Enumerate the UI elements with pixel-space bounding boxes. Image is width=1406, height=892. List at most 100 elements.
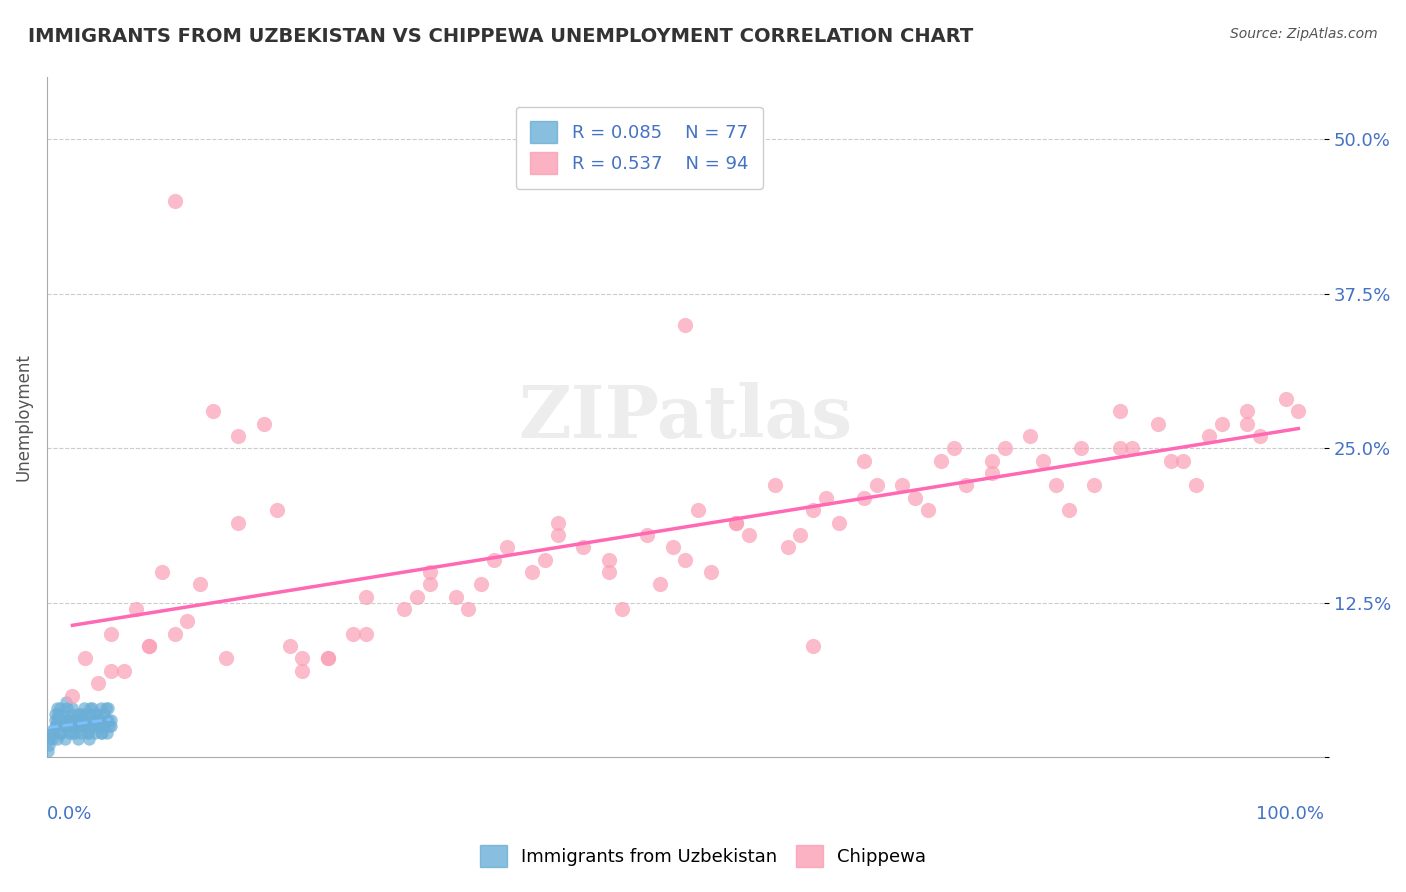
Point (82, 719, 104, 733)
Point (100, 664, 122, 678)
Point (138, 639, 160, 653)
Point (75, 714, 97, 728)
Point (84, 707, 107, 722)
Point (94, 714, 117, 728)
Point (60, 707, 83, 722)
Point (79, 707, 101, 722)
Point (150, 565, 173, 579)
Point (266, 503, 288, 517)
Point (316, 651, 339, 665)
Point (51, 714, 73, 728)
Point (112, 664, 135, 678)
Point (763, 478, 786, 492)
Point (291, 651, 314, 665)
Point (38, 738, 60, 752)
Point (776, 540, 799, 554)
Point (534, 552, 557, 566)
Point (97, 701, 120, 715)
Point (69, 707, 91, 722)
Point (853, 491, 876, 505)
Point (73, 701, 96, 715)
Point (482, 552, 505, 566)
Point (1249, 429, 1271, 443)
Point (56, 701, 79, 715)
Point (44, 707, 66, 722)
Point (827, 516, 849, 530)
Point (37, 744, 59, 758)
Point (62, 701, 84, 715)
Point (53, 719, 76, 733)
Point (89, 725, 111, 739)
Point (79, 701, 101, 715)
Point (648, 577, 671, 591)
Point (76, 725, 98, 739)
Point (801, 639, 824, 653)
Point (1286, 404, 1309, 418)
Point (59, 719, 82, 733)
Point (53, 731, 76, 746)
Point (814, 491, 837, 505)
Point (163, 627, 186, 641)
Point (67, 714, 90, 728)
Point (93, 707, 115, 722)
Point (610, 602, 633, 616)
Point (1236, 417, 1258, 431)
Point (44, 719, 66, 733)
Point (87, 719, 110, 733)
Point (1070, 442, 1092, 456)
Point (1185, 478, 1208, 492)
Point (470, 577, 492, 591)
Point (789, 528, 811, 542)
Point (1160, 453, 1182, 467)
Point (636, 528, 658, 542)
Point (100, 714, 122, 728)
Point (41, 725, 63, 739)
Point (51, 707, 73, 722)
Point (89, 714, 111, 728)
Text: 100.0%: 100.0% (1256, 805, 1324, 823)
Point (253, 417, 276, 431)
Point (495, 540, 517, 554)
Point (673, 318, 696, 332)
Point (58, 725, 80, 739)
Point (94, 701, 117, 715)
Point (1147, 417, 1170, 431)
Point (354, 590, 377, 604)
Point (1173, 453, 1195, 467)
Point (80, 701, 103, 715)
Y-axis label: Unemployment: Unemployment (15, 353, 32, 482)
Point (980, 466, 1002, 480)
Point (125, 602, 148, 616)
Point (547, 528, 569, 542)
Point (1032, 453, 1054, 467)
Point (342, 627, 364, 641)
Point (66, 731, 89, 746)
Point (87, 676, 110, 690)
Point (98, 719, 121, 733)
Point (228, 429, 250, 443)
Point (82, 719, 104, 733)
Point (994, 442, 1017, 456)
Point (72, 719, 94, 733)
Point (55, 695, 77, 709)
Point (572, 540, 595, 554)
Point (673, 552, 696, 566)
Point (598, 565, 620, 579)
Point (228, 516, 250, 530)
Point (801, 503, 824, 517)
Point (688, 503, 710, 517)
Text: Source: ZipAtlas.com: Source: ZipAtlas.com (1230, 27, 1378, 41)
Point (91, 719, 114, 733)
Point (62, 689, 84, 703)
Point (63, 725, 86, 739)
Point (1236, 404, 1258, 418)
Point (598, 552, 620, 566)
Point (46, 701, 69, 715)
Point (904, 491, 927, 505)
Point (1198, 429, 1220, 443)
Point (45, 719, 67, 733)
Point (1108, 442, 1130, 456)
Point (48, 707, 70, 722)
Point (62, 725, 84, 739)
Point (72, 707, 94, 722)
